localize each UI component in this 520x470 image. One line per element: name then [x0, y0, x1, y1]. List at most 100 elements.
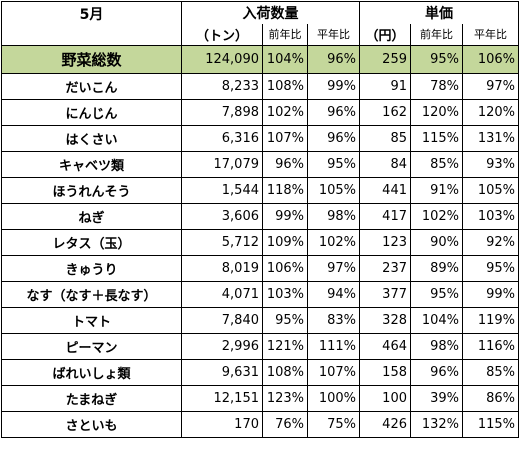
table-row: ほうれんそう 1,544 118% 105% 441 91% 105% [1, 177, 520, 204]
arrival-qty-yoy: 96% [262, 151, 308, 178]
unit-price-yoy: 115% [410, 125, 463, 152]
unit-price-yoy: 39% [410, 385, 463, 412]
unit-price-avg: 115% [461, 411, 520, 438]
total-price: 259 [359, 45, 411, 74]
vegetable-name: はくさい [1, 125, 182, 152]
arrival-qty-avg: 102% [307, 229, 360, 256]
unit-price-avg: 99% [461, 281, 520, 308]
arrival-qty-yoy: 109% [262, 229, 308, 256]
vegetable-name: ばれいしょ類 [1, 359, 182, 386]
arrivals-avg-year-header: 平年比 [307, 23, 360, 46]
unit-price-avg: 120% [461, 99, 520, 126]
vegetable-name: たまねぎ [1, 385, 182, 412]
vegetable-name: キャベツ類 [1, 151, 182, 178]
vegetable-market-table: 5月 入荷数量 単価 （トン） 前年比 平年比 （円） 前年比 平年比 野菜総数… [1, 1, 520, 438]
arrival-qty-avg: 83% [307, 307, 360, 334]
total-qty: 124,090 [181, 45, 263, 74]
arrivals-unit-header: （トン） [181, 23, 263, 46]
total-qty-yoy: 104% [262, 45, 308, 74]
arrival-qty-yoy: 118% [262, 177, 308, 204]
unit-price: 85 [359, 125, 411, 152]
unit-price-yoy: 90% [410, 229, 463, 256]
unit-price-yoy: 98% [410, 333, 463, 360]
arrival-qty-avg: 111% [307, 333, 360, 360]
arrival-qty: 170 [181, 411, 263, 438]
price-group-header: 単価 [358, 1, 520, 24]
unit-price: 377 [359, 281, 411, 308]
vegetable-name: ピーマン [1, 333, 182, 360]
unit-price-avg: 95% [461, 255, 520, 282]
arrival-qty-yoy: 106% [262, 255, 308, 282]
arrival-qty-yoy: 108% [262, 73, 308, 100]
price-prev-year-header: 前年比 [410, 23, 463, 46]
arrival-qty-avg: 99% [307, 73, 360, 100]
unit-price-yoy: 78% [410, 73, 463, 100]
unit-price: 123 [359, 229, 411, 256]
arrival-qty: 17,079 [181, 151, 263, 178]
unit-price: 426 [359, 411, 411, 438]
unit-price: 158 [359, 359, 411, 386]
table-row: キャベツ類 17,079 96% 95% 84 85% 93% [1, 151, 520, 178]
unit-price: 417 [359, 203, 411, 230]
arrival-qty: 3,606 [181, 203, 263, 230]
arrival-qty: 8,019 [181, 255, 263, 282]
arrival-qty: 7,898 [181, 99, 263, 126]
arrival-qty: 6,316 [181, 125, 263, 152]
table-row: たまねぎ 12,151 123% 100% 100 39% 86% [1, 385, 520, 412]
table-row: レタス（玉） 5,712 109% 102% 123 90% 92% [1, 229, 520, 256]
vegetable-name: ほうれんそう [1, 177, 182, 204]
unit-price-yoy: 120% [410, 99, 463, 126]
table-row: きゅうり 8,019 106% 97% 237 89% 95% [1, 255, 520, 282]
arrival-qty-avg: 98% [307, 203, 360, 230]
table-row: さといも 170 76% 75% 426 132% 115% [1, 411, 520, 438]
arrival-qty-avg: 97% [307, 255, 360, 282]
vegetable-name: なす（なす＋長なす） [1, 281, 182, 308]
unit-price-avg: 93% [461, 151, 520, 178]
unit-price-yoy: 96% [410, 359, 463, 386]
unit-price-yoy: 89% [410, 255, 463, 282]
unit-price-avg: 86% [461, 385, 520, 412]
arrivals-group-header: 入荷数量 [181, 1, 360, 24]
unit-price-avg: 85% [461, 359, 520, 386]
price-avg-year-header: 平年比 [461, 23, 520, 46]
arrival-qty: 9,631 [181, 359, 263, 386]
unit-price-avg: 92% [461, 229, 520, 256]
unit-price-avg: 116% [461, 333, 520, 360]
arrival-qty: 8,233 [181, 73, 263, 100]
unit-price-avg: 131% [461, 125, 520, 152]
total-row: 野菜総数 124,090 104% 96% 259 95% 106% [1, 45, 520, 74]
vegetable-name: レタス（玉） [1, 229, 182, 256]
table-row: ばれいしょ類 9,631 108% 107% 158 96% 85% [1, 359, 520, 386]
unit-price: 91 [359, 73, 411, 100]
arrival-qty-yoy: 108% [262, 359, 308, 386]
unit-price-yoy: 85% [410, 151, 463, 178]
unit-price-avg: 105% [461, 177, 520, 204]
arrival-qty-yoy: 99% [262, 203, 308, 230]
vegetable-name: だいこん [1, 73, 182, 100]
arrival-qty: 1,544 [181, 177, 263, 204]
arrival-qty-avg: 94% [307, 281, 360, 308]
unit-price: 84 [359, 151, 411, 178]
unit-price-yoy: 95% [410, 281, 463, 308]
arrival-qty-avg: 100% [307, 385, 360, 412]
vegetable-name: トマト [1, 307, 182, 334]
arrival-qty-avg: 107% [307, 359, 360, 386]
arrival-qty-yoy: 95% [262, 307, 308, 334]
unit-price-yoy: 91% [410, 177, 463, 204]
table-row: にんじん 7,898 102% 96% 162 120% 120% [1, 99, 520, 126]
arrival-qty-yoy: 107% [262, 125, 308, 152]
arrival-qty-avg: 96% [307, 125, 360, 152]
arrival-qty-yoy: 103% [262, 281, 308, 308]
unit-price: 162 [359, 99, 411, 126]
arrival-qty: 7,840 [181, 307, 263, 334]
total-price-yoy: 95% [410, 45, 463, 74]
header-row-1: 5月 入荷数量 単価 [1, 1, 520, 46]
total-qty-avg: 96% [307, 45, 360, 74]
arrival-qty: 5,712 [181, 229, 263, 256]
arrival-qty-avg: 75% [307, 411, 360, 438]
unit-price: 328 [359, 307, 411, 334]
unit-price: 441 [359, 177, 411, 204]
unit-price-yoy: 102% [410, 203, 463, 230]
month-label: 5月 [79, 7, 104, 23]
